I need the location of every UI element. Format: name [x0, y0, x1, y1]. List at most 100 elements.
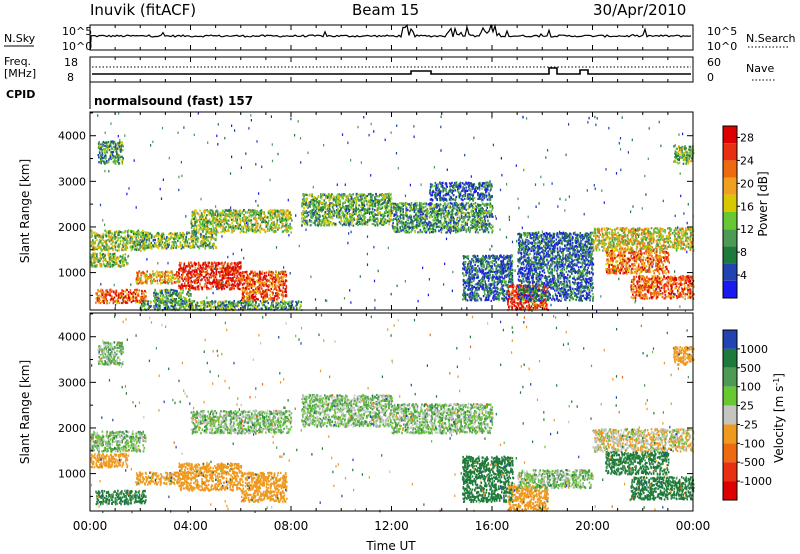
data-cell-6 [274, 276, 276, 279]
data-cell-10 [321, 221, 324, 224]
data-cell-9 [246, 216, 249, 219]
data-cell-9 [276, 211, 279, 214]
data-cell-10 [337, 197, 339, 200]
data-cell-8 [205, 242, 208, 245]
data-cell-10 [317, 200, 320, 203]
data-cell-4 [137, 276, 139, 279]
data-cell-1 [118, 260, 121, 263]
data-cell-8 [188, 238, 190, 241]
data-cell-8 [148, 233, 150, 236]
data-cell-10 [362, 207, 365, 210]
data-cell-10 [325, 201, 327, 204]
data-cell-8 [182, 231, 184, 235]
data-cell-9 [211, 210, 214, 213]
data-cell-10 [380, 199, 382, 202]
data-cell-2 [101, 291, 103, 294]
data-cell-8 [215, 237, 217, 240]
data-cell-8 [149, 244, 152, 247]
data-cell-8 [176, 232, 179, 235]
data-cell-10 [338, 221, 341, 224]
data-cell-9 [257, 214, 260, 217]
data-cell-6 [280, 289, 282, 292]
data-cell-0 [98, 233, 100, 237]
data-cell-0 [123, 237, 126, 240]
data-cell-4 [136, 274, 139, 277]
data-cell-7 [204, 304, 206, 307]
data-cell-7 [140, 306, 143, 309]
data-cell-11 [442, 221, 445, 225]
data-cell-0 [131, 247, 134, 251]
data-cell-9 [278, 213, 280, 216]
data-cell-10 [372, 222, 375, 226]
data-cell-7 [174, 307, 176, 310]
data-cell-8 [149, 246, 152, 250]
data-cell-1 [118, 264, 121, 267]
data-cell-8 [142, 240, 145, 243]
data-cell-10 [379, 222, 382, 225]
data-cell-0 [134, 235, 136, 238]
data-cell-6 [252, 278, 255, 281]
data-cell-7 [219, 307, 222, 310]
data-cell-5 [239, 277, 241, 280]
data-cell-9 [214, 218, 216, 221]
data-cell-6 [278, 296, 280, 299]
data-cell-5 [211, 282, 214, 285]
data-cell-8 [152, 239, 155, 242]
data-cell-10 [321, 201, 323, 204]
data-cell-0 [119, 240, 122, 243]
data-cell-5 [187, 279, 190, 282]
data-cell-9 [194, 220, 197, 223]
data-cell-0 [117, 245, 119, 248]
data-cell-5 [235, 270, 238, 273]
data-cell-10 [301, 212, 304, 215]
data-cell-2 [120, 292, 122, 295]
data-cell-0 [125, 241, 128, 244]
data-cell-0 [130, 246, 132, 249]
nsky-tick-top: 10^5 [62, 25, 92, 38]
data-cell-2 [129, 299, 131, 302]
data-cell-6 [250, 286, 253, 289]
data-cell-10 [309, 200, 312, 204]
data-cell-9 [245, 231, 248, 234]
data-cell-5 [216, 283, 218, 286]
data-cell-10 [326, 224, 328, 227]
data-cell-6 [253, 273, 256, 276]
data-cell-11 [418, 224, 421, 227]
data-cell-10 [344, 206, 346, 209]
data-cell-4 [174, 277, 177, 280]
noise-sky-trace [89, 23, 692, 51]
data-cell-2 [135, 299, 137, 302]
data-cell-9 [219, 213, 221, 216]
data-cell-10 [379, 217, 382, 220]
data-cell-5 [193, 279, 195, 282]
data-cell-0 [127, 242, 129, 245]
data-cell-9 [268, 211, 270, 214]
data-cell-7 [147, 300, 149, 303]
data-cell-6 [252, 297, 255, 300]
data-cell-8 [140, 231, 142, 235]
data-cell-1 [99, 259, 101, 262]
data-cell-5 [199, 264, 202, 267]
data-cell-10 [352, 205, 354, 208]
data-cell-2 [106, 301, 108, 304]
data-cell-10 [355, 222, 358, 225]
data-cell-7 [206, 305, 209, 308]
data-cell-5 [183, 264, 185, 267]
data-cell-10 [312, 206, 315, 209]
data-cell-10 [348, 203, 351, 206]
data-cell-10 [355, 204, 357, 207]
data-cell-5 [240, 281, 242, 284]
data-cell-1 [114, 258, 116, 261]
data-cell-2 [143, 297, 145, 300]
data-cell-5 [210, 281, 212, 284]
data-cell-1 [126, 262, 129, 265]
data-cell-9 [225, 225, 227, 229]
data-cell-8 [195, 242, 197, 245]
data-cell-11 [440, 228, 442, 231]
data-cell-11 [470, 220, 472, 223]
data-cell-4 [164, 281, 167, 284]
data-cell-10 [303, 203, 305, 206]
data-cell-8 [165, 243, 167, 246]
data-cell-5 [227, 272, 229, 275]
data-cell-6 [284, 270, 287, 273]
